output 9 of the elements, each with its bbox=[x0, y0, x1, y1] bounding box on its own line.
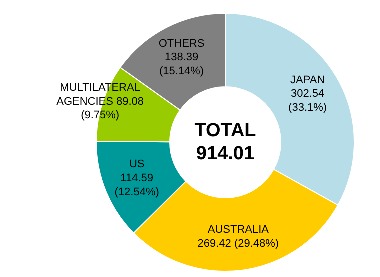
slice-label: OTHERS bbox=[158, 38, 205, 50]
data-label: 302.54 (33.1%) bbox=[288, 88, 328, 114]
slice-label: US bbox=[129, 158, 145, 171]
text: TOTAL 914.01 bbox=[194, 120, 257, 165]
slice-label: AUSTRALIA bbox=[208, 224, 270, 236]
data-label: 269.42 (29.48%) bbox=[198, 238, 280, 250]
slice-label: JAPAN bbox=[290, 74, 326, 86]
data-label: 138.39 (15.14%) bbox=[159, 52, 204, 78]
data-label: 114.59 (12.54%) bbox=[114, 172, 160, 198]
